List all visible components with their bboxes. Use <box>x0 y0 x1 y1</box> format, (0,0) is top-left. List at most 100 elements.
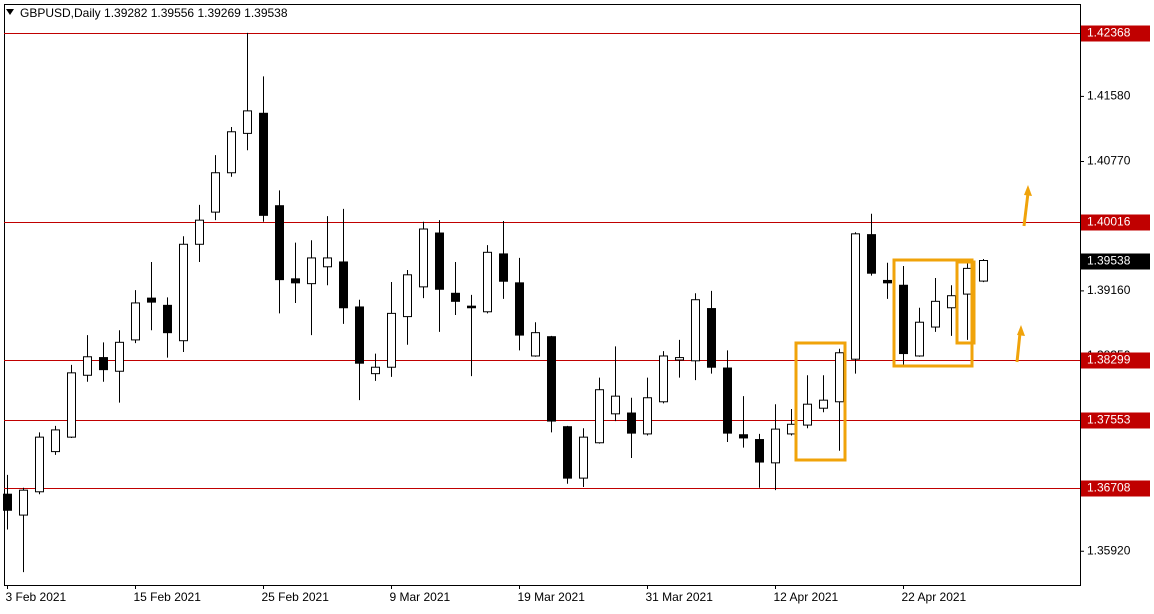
level-label-bg <box>1081 412 1150 429</box>
candle-body <box>611 395 620 415</box>
highlight-box <box>892 258 974 368</box>
x-tick-label: 3 Feb 2021 <box>6 590 67 604</box>
candle-body <box>883 279 892 284</box>
candle-body <box>515 282 524 336</box>
candle-body <box>707 308 716 368</box>
candle-body <box>355 306 364 364</box>
candle-body <box>323 257 332 268</box>
candle-body <box>419 228 428 288</box>
candle-body <box>819 399 828 409</box>
candle-body <box>115 341 124 372</box>
candle-body <box>675 357 684 361</box>
level-label: 1.42368 <box>1087 26 1131 40</box>
candle-body <box>451 292 460 302</box>
candle-body <box>979 260 988 282</box>
arrow <box>1015 332 1022 363</box>
plot-frame <box>4 4 1081 586</box>
candle-body <box>3 493 12 511</box>
candle-body <box>915 321 924 357</box>
level-label-bg <box>1081 25 1150 42</box>
candle-body <box>195 219 204 245</box>
candle-body <box>371 366 380 375</box>
candle-body <box>931 300 940 328</box>
candle-body <box>131 302 140 341</box>
candle-body <box>67 372 76 438</box>
y-tick-label: 1.41580 <box>1087 89 1131 103</box>
highlight-box <box>955 260 976 345</box>
candle-body <box>963 267 972 295</box>
arrow-head <box>1017 325 1025 336</box>
candle-body <box>851 233 860 360</box>
marks <box>3 32 1080 573</box>
x-tick-label: 22 Apr 2021 <box>902 590 967 604</box>
x-tick-label: 9 Mar 2021 <box>390 590 451 604</box>
candle-body <box>835 352 844 403</box>
candle-body <box>243 110 252 134</box>
candle-body <box>99 357 108 371</box>
level-label: 1.36708 <box>1087 481 1131 495</box>
x-tick-label: 15 Feb 2021 <box>134 590 202 604</box>
chart-title: GBPUSD,Daily 1.39282 1.39556 1.39269 1.3… <box>20 6 288 20</box>
arrow-head <box>1024 185 1032 196</box>
candle-body <box>259 112 268 216</box>
candle-body <box>307 257 316 285</box>
level-label: 1.38299 <box>1087 353 1131 367</box>
arrow-heads <box>1017 185 1032 336</box>
candle-body <box>467 305 476 309</box>
candle-body <box>435 232 444 290</box>
candle-body <box>387 312 396 368</box>
candle-body <box>739 434 748 439</box>
candle-body <box>291 278 300 284</box>
candle-body <box>803 403 812 426</box>
candle-body <box>579 436 588 479</box>
y-tick-label: 1.40770 <box>1087 154 1131 168</box>
highlight-box <box>794 341 847 462</box>
x-tick-label: 12 Apr 2021 <box>774 590 839 604</box>
candle-body <box>899 284 908 355</box>
candle-body <box>339 261 348 309</box>
x-tick-label: 25 Feb 2021 <box>262 590 330 604</box>
y-tick-label: 1.39160 <box>1087 283 1131 297</box>
candle-body <box>51 429 60 453</box>
candle-body <box>163 304 172 334</box>
candle-body <box>643 397 652 435</box>
annotations <box>794 192 1030 462</box>
candle-body <box>627 412 636 434</box>
candle-body <box>547 336 556 422</box>
candle-body <box>83 356 92 376</box>
candle-body <box>723 367 732 434</box>
candle-body <box>787 423 796 435</box>
candle-body <box>179 243 188 342</box>
candle-body <box>867 234 876 274</box>
level-label: 1.37553 <box>1087 413 1131 427</box>
arrow <box>1022 192 1030 227</box>
menu-triangle <box>6 9 14 15</box>
level-label-bg <box>1081 352 1150 369</box>
candle-body <box>499 253 508 282</box>
candle-body <box>275 205 284 281</box>
candle-body <box>403 274 412 318</box>
candle-body <box>531 332 540 357</box>
x-tick-label: 31 Mar 2021 <box>646 590 714 604</box>
candle-body <box>771 428 780 464</box>
candle-body <box>563 426 572 479</box>
candle-body <box>147 297 156 303</box>
candle-body <box>35 436 44 493</box>
current-price-label: 1.39538 <box>1087 254 1131 268</box>
candle-body <box>483 251 492 313</box>
candle-body <box>691 299 700 362</box>
level-label-bg <box>1081 214 1150 231</box>
candle-body <box>595 389 604 444</box>
x-tick-label: 19 Mar 2021 <box>518 590 586 604</box>
level-label-bg <box>1081 480 1150 497</box>
candle-body <box>947 295 956 309</box>
level-label: 1.40016 <box>1087 215 1131 229</box>
current-price-bg <box>1081 253 1150 270</box>
y-tick-label: 1.35920 <box>1087 543 1131 557</box>
candle-body <box>227 131 236 174</box>
candle-body <box>659 355 668 403</box>
candle-body <box>19 489 28 516</box>
candle-body <box>755 439 764 463</box>
